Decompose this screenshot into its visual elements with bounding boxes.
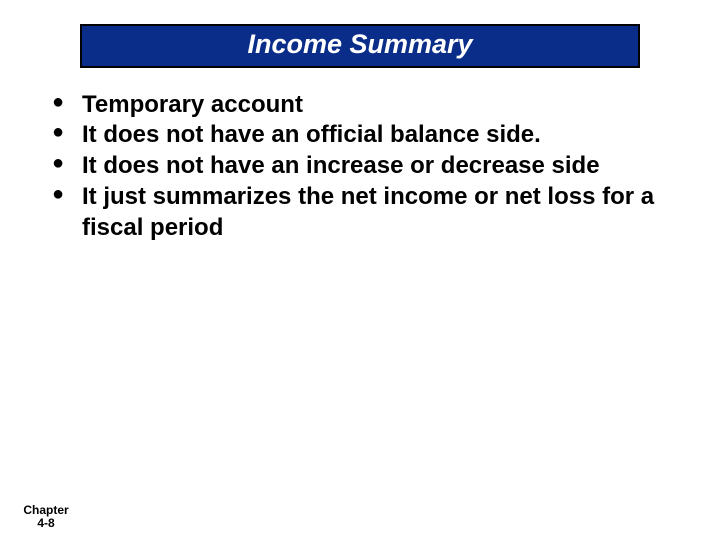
list-item: It does not have an increase or decrease… — [46, 151, 690, 182]
list-item-text: It does not have an official balance sid… — [82, 121, 541, 148]
slide-footer: Chapter 4-8 — [16, 504, 76, 530]
slide-title-bar: Income Summary — [80, 24, 640, 68]
list-item: Temporary account — [46, 90, 690, 121]
slide: Income Summary Temporary account It does… — [0, 0, 720, 540]
bullet-list: Temporary account It does not have an of… — [46, 90, 690, 244]
footer-chapter-number: 4-8 — [16, 517, 76, 530]
slide-title-text: Income Summary — [247, 29, 472, 59]
list-item: It just summarizes the net income or net… — [46, 182, 690, 243]
list-item-text: It does not have an increase or decrease… — [82, 152, 600, 179]
list-item-text: It just summarizes the net income or net… — [82, 183, 654, 241]
list-item: It does not have an official balance sid… — [46, 120, 690, 151]
list-item-text: Temporary account — [82, 91, 303, 118]
footer-chapter-label: Chapter — [16, 504, 76, 517]
